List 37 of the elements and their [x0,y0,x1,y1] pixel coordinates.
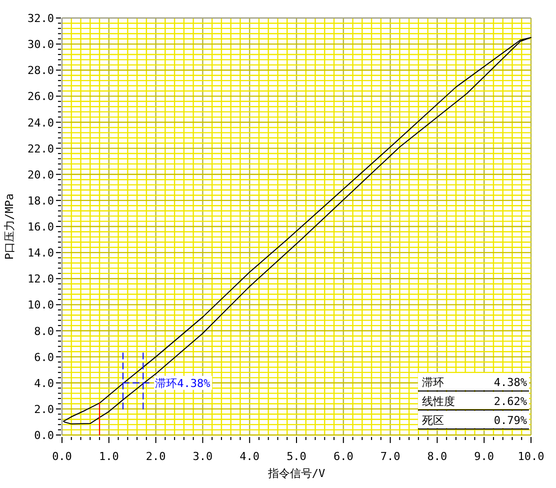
x-tick-label: 2.0 [146,450,166,463]
x-tick-label: 10.0 [518,450,544,463]
annotation: 死区 [422,414,444,427]
x-axis-title: 指令信号/V [266,467,326,480]
annotation: 4.38% [494,376,528,389]
y-tick-label: 32.0 [28,12,54,25]
x-tick-label: 0.0 [52,450,72,463]
y-tick-label: 26.0 [28,90,54,104]
y-tick-label: 30.0 [28,38,54,52]
x-tick-label: 1.0 [98,450,119,463]
x-tick-label: 3.0 [192,450,213,463]
annotation: 滞环4.38% [155,376,211,390]
y-tick-label: 22.0 [28,142,54,156]
x-tick-label: 7.0 [380,450,400,463]
y-tick-label: 2.0 [34,402,54,416]
y-tick-label: 8.0 [34,324,54,338]
y-tick-label: 6.0 [34,350,54,364]
y-tick-label: 0.0 [34,429,54,442]
annotation: 2.62% [494,395,528,408]
y-tick-label: 12.0 [28,272,54,286]
y-tick-label: 10.0 [28,298,54,312]
y-tick-label: 20.0 [28,168,54,182]
annotation: 线性度 [422,395,455,408]
x-tick-label: 9.0 [474,450,494,463]
y-tick-label: 28.0 [28,64,54,78]
y-tick-label: 24.0 [28,116,54,130]
y-tick-label: 16.0 [28,220,54,234]
x-tick-label: 8.0 [427,450,448,463]
y-tick-label: 4.0 [34,376,54,390]
annotation: 0.79% [494,414,528,427]
y-tick-label: 14.0 [28,246,54,260]
y-tick-label: 18.0 [28,194,54,208]
x-tick-label: 6.0 [333,450,354,463]
x-tick-label: 5.0 [286,450,306,463]
y-axis-title: P口压力/MPa [3,193,16,260]
annotation: 滞环 [422,376,444,389]
x-tick-label: 4.0 [240,450,260,463]
